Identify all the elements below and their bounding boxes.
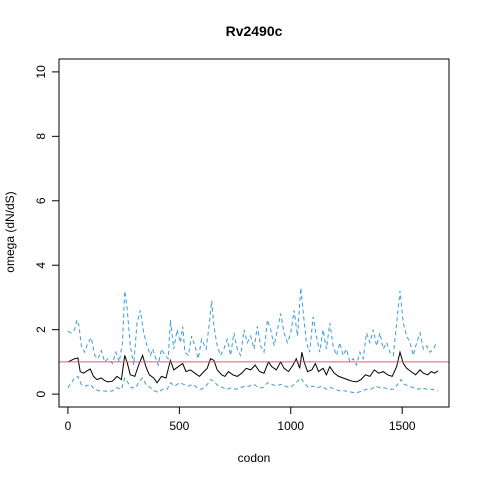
y-tick-label: 6 <box>34 197 48 204</box>
y-tick-label: 2 <box>34 326 48 333</box>
series-layer <box>67 287 439 394</box>
y-tick-label: 8 <box>34 133 48 140</box>
x-tick-label: 0 <box>65 419 72 433</box>
x-axis: 0 500 1000 1500 <box>65 406 416 433</box>
chart-title: Rv2490c <box>226 23 283 39</box>
plot-frame <box>58 58 450 408</box>
y-tick-label: 0 <box>34 390 48 397</box>
y-axis: 0 2 4 6 8 10 <box>34 65 60 397</box>
x-tick-label: 1000 <box>277 419 304 433</box>
series-upper-line <box>67 287 438 367</box>
series-lower-line <box>67 375 439 394</box>
x-axis-label: codon <box>238 451 271 465</box>
y-axis-label: omega (dN/dS) <box>3 191 17 272</box>
x-tick-label: 500 <box>169 419 189 433</box>
x-tick-label: 1500 <box>389 419 416 433</box>
y-tick-label: 10 <box>34 65 48 79</box>
series-median-line <box>67 350 439 384</box>
y-tick-label: 4 <box>34 262 48 269</box>
